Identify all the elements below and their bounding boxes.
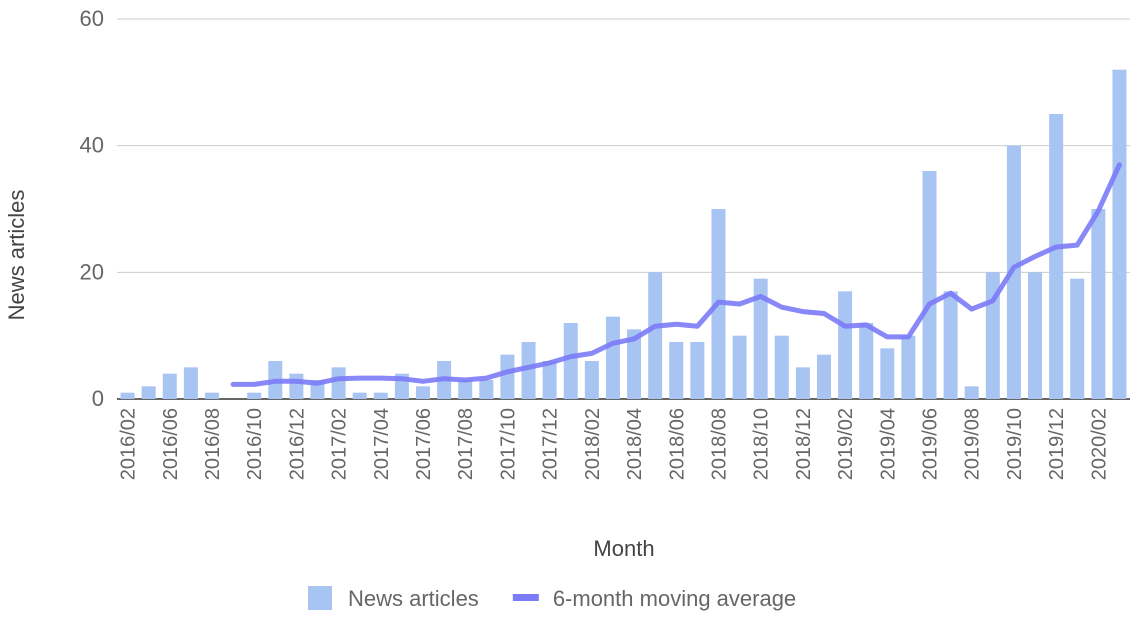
bar — [1006, 145, 1021, 399]
bar — [605, 316, 620, 399]
x-tick-label: 2019/12 — [1046, 408, 1068, 480]
legend-label: 6-month moving average — [553, 586, 796, 611]
bar — [1091, 209, 1106, 399]
bar — [753, 278, 768, 399]
x-tick-label: 2019/02 — [835, 408, 857, 480]
x-tick-label: 2017/04 — [371, 408, 393, 480]
bar — [584, 361, 599, 399]
bar — [1049, 114, 1064, 399]
legend-label: News articles — [348, 586, 479, 611]
x-tick-label: 2017/02 — [329, 408, 351, 480]
bar — [964, 386, 979, 399]
bar — [838, 291, 853, 399]
bar — [141, 386, 156, 399]
bar — [331, 367, 346, 399]
bar — [563, 323, 578, 399]
bar — [774, 335, 789, 399]
x-tick-label: 2016/06 — [160, 408, 182, 480]
bar — [943, 291, 958, 399]
line — [230, 162, 1122, 387]
x-tick-label: 2019/08 — [962, 408, 984, 480]
x-tick-label: 2018/04 — [624, 408, 646, 480]
x-tick-label: 2019/06 — [920, 408, 942, 480]
bar — [648, 272, 663, 399]
x-tick-label: 2018/12 — [793, 408, 815, 480]
legend-swatch — [308, 586, 332, 610]
y-tick-label: 60 — [80, 6, 104, 31]
bar — [880, 348, 895, 399]
x-tick-label: 2016/02 — [118, 408, 140, 480]
y-tick-label: 40 — [80, 133, 104, 158]
x-tick-label: 2017/10 — [497, 408, 519, 480]
bar — [795, 367, 810, 399]
bar — [204, 392, 219, 399]
bar — [1112, 69, 1127, 400]
x-tick-label: 2016/10 — [244, 408, 266, 480]
bar — [1028, 272, 1043, 399]
x-tick-label: 2019/04 — [877, 408, 899, 480]
bar — [859, 323, 874, 399]
x-tick-label: 2017/06 — [413, 408, 435, 480]
bar — [352, 392, 367, 399]
x-axis-title: Month — [593, 536, 654, 561]
bar — [120, 392, 135, 399]
bar — [901, 335, 916, 399]
bar — [1070, 278, 1085, 399]
bar — [732, 335, 747, 399]
bar — [816, 354, 831, 399]
x-tick-label: 2019/10 — [1004, 408, 1026, 480]
x-tick-label: 2018/06 — [666, 408, 688, 480]
x-tick-label: 2018/02 — [582, 408, 604, 480]
bar — [521, 342, 536, 399]
y-tick-label: 20 — [80, 259, 104, 284]
bar — [416, 386, 431, 399]
bar — [183, 367, 198, 399]
x-tick-label: 2017/12 — [540, 408, 562, 480]
bar — [627, 329, 642, 399]
x-tick-label: 2018/10 — [751, 408, 773, 480]
bar — [500, 354, 515, 399]
bar — [690, 342, 705, 399]
legend-swatch — [512, 594, 539, 601]
bar — [373, 392, 388, 399]
x-tick-label: 2020/02 — [1088, 408, 1110, 480]
bar — [479, 380, 494, 399]
x-tick-label: 2017/08 — [455, 408, 477, 480]
bar — [162, 373, 177, 399]
y-axis-title: News articles — [4, 190, 29, 321]
bar — [458, 380, 473, 399]
y-tick-label: 0 — [92, 386, 104, 411]
bar — [289, 373, 304, 399]
x-tick-label: 2016/08 — [202, 408, 224, 480]
bar — [542, 361, 557, 399]
bar — [922, 171, 937, 399]
x-tick-label: 2016/12 — [286, 408, 308, 480]
x-tick-label: 2018/08 — [708, 408, 730, 480]
bar — [247, 392, 262, 399]
bar — [669, 342, 684, 399]
